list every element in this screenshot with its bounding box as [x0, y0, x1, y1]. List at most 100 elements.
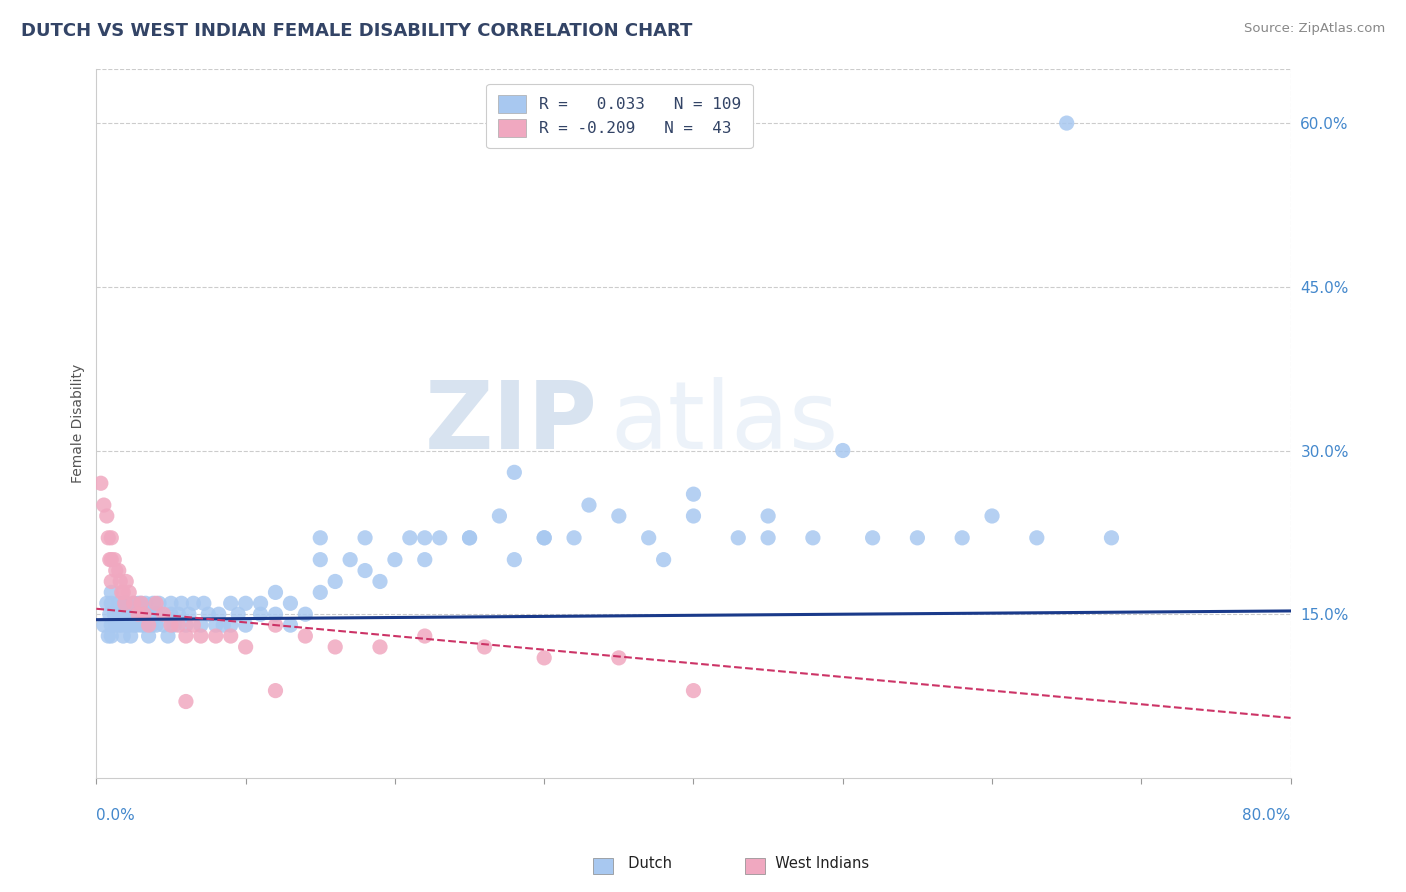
- Point: [115, 607, 138, 622]
- Point: [100, 585, 122, 599]
- Point: [145, 596, 167, 610]
- Point: [135, 596, 157, 610]
- Point: [219, 629, 242, 643]
- Point: [637, 531, 659, 545]
- Point: [98, 552, 121, 566]
- Point: [413, 531, 436, 545]
- Legend: R =   0.033   N = 109, R = -0.209   N =  43: R = 0.033 N = 109, R = -0.209 N = 43: [486, 84, 752, 148]
- Point: [413, 629, 436, 643]
- Point: [128, 607, 150, 622]
- Point: [138, 607, 160, 622]
- Point: [112, 629, 135, 643]
- Point: [458, 531, 481, 545]
- Point: [149, 607, 172, 622]
- Point: [129, 618, 152, 632]
- Point: [138, 629, 160, 643]
- Point: [93, 498, 115, 512]
- Point: [183, 618, 205, 632]
- Point: [682, 508, 704, 523]
- Point: [682, 487, 704, 501]
- Point: [103, 607, 125, 622]
- Point: [309, 585, 332, 599]
- Point: [174, 694, 197, 708]
- Point: [862, 531, 884, 545]
- Point: [212, 618, 235, 632]
- Text: 0.0%: 0.0%: [97, 808, 135, 823]
- Point: [138, 618, 160, 632]
- Point: [107, 618, 129, 632]
- Point: [134, 618, 156, 632]
- Point: [163, 618, 186, 632]
- Point: [174, 618, 197, 632]
- Point: [413, 552, 436, 566]
- Point: [197, 607, 219, 622]
- Point: [905, 531, 928, 545]
- Point: [190, 618, 212, 632]
- Point: [219, 618, 242, 632]
- Point: [323, 574, 346, 589]
- Point: [503, 552, 526, 566]
- Point: [533, 651, 555, 665]
- Point: [235, 640, 257, 654]
- Point: [264, 607, 287, 622]
- Point: [122, 596, 145, 610]
- Point: [235, 596, 257, 610]
- Point: [134, 607, 156, 622]
- Point: [219, 596, 242, 610]
- Point: [398, 531, 420, 545]
- Point: [756, 508, 779, 523]
- Point: [170, 596, 193, 610]
- Point: [309, 531, 332, 545]
- Point: [114, 596, 136, 610]
- Point: [127, 607, 149, 622]
- Point: [107, 564, 129, 578]
- Point: [488, 508, 510, 523]
- Point: [98, 607, 121, 622]
- Point: [533, 531, 555, 545]
- Point: [124, 607, 146, 622]
- Text: Source: ZipAtlas.com: Source: ZipAtlas.com: [1244, 22, 1385, 36]
- Point: [801, 531, 824, 545]
- Point: [111, 618, 134, 632]
- Point: [562, 531, 585, 545]
- Point: [107, 596, 129, 610]
- Point: [280, 596, 302, 610]
- Point: [93, 618, 115, 632]
- Point: [100, 629, 122, 643]
- Point: [122, 596, 145, 610]
- Point: [204, 629, 226, 643]
- Point: [1025, 531, 1047, 545]
- Point: [309, 552, 332, 566]
- Point: [104, 564, 127, 578]
- Point: [110, 574, 132, 589]
- Text: atlas: atlas: [610, 377, 838, 469]
- Point: [1101, 531, 1123, 545]
- Point: [145, 607, 167, 622]
- Point: [756, 531, 779, 545]
- Point: [177, 607, 200, 622]
- Point: [429, 531, 451, 545]
- Point: [204, 618, 226, 632]
- Point: [100, 552, 122, 566]
- Point: [148, 596, 170, 610]
- Point: [152, 607, 174, 622]
- Point: [652, 552, 675, 566]
- Point: [100, 531, 122, 545]
- Point: [190, 629, 212, 643]
- Point: [183, 596, 205, 610]
- Point: [141, 618, 163, 632]
- Point: [264, 618, 287, 632]
- Point: [131, 607, 153, 622]
- Point: [103, 552, 125, 566]
- Point: [226, 607, 249, 622]
- Point: [100, 618, 122, 632]
- Point: [354, 564, 377, 578]
- Point: [104, 618, 127, 632]
- Point: [114, 596, 136, 610]
- Point: [249, 607, 271, 622]
- Point: [127, 596, 149, 610]
- Point: [384, 552, 406, 566]
- Point: [129, 596, 152, 610]
- Point: [174, 629, 197, 643]
- Point: [193, 596, 215, 610]
